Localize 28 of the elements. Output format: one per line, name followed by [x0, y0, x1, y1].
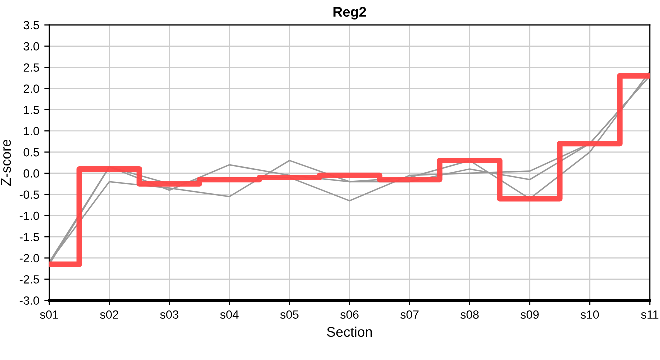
y-tick-label: 1.5 [24, 106, 40, 114]
y-tick-label: -0.5 [20, 190, 40, 200]
x-tick-label: s07 [400, 310, 419, 319]
y-tick-label: 0.0 [24, 170, 40, 178]
y-tick-label: -1.5 [20, 233, 40, 242]
x-tick-label: s09 [520, 310, 539, 319]
x-tick-label: s08 [460, 310, 479, 319]
x-tick-label: s02 [100, 310, 118, 319]
x-tick-label: s03 [160, 310, 179, 319]
x-tick-label: s05 [280, 310, 299, 319]
x-tick-label: s06 [340, 310, 359, 319]
x-tick-label: s04 [220, 310, 239, 319]
y-tick-label: 2.5 [24, 64, 40, 72]
y-axis-title: Z-score [1, 140, 12, 186]
y-tick-label: -2.5 [20, 275, 40, 284]
x-tick-label: s01 [40, 310, 58, 319]
chart-title: Reg2 [334, 7, 366, 20]
y-tick-label: -1.0 [20, 212, 40, 220]
y-tick-label: 1.0 [24, 127, 40, 136]
x-axis-title: Section [327, 326, 372, 338]
y-tick-label: 3.0 [24, 42, 40, 51]
y-tick-label: 3.5 [24, 21, 40, 30]
y-tick-label: -3.0 [20, 296, 40, 305]
y-tick-label: -2.0 [20, 254, 40, 263]
y-tick-label: 0.5 [24, 148, 40, 157]
y-tick-label: 2.0 [24, 84, 40, 94]
x-tick-label: s10 [580, 310, 600, 319]
x-tick-label: s11 [641, 310, 659, 319]
